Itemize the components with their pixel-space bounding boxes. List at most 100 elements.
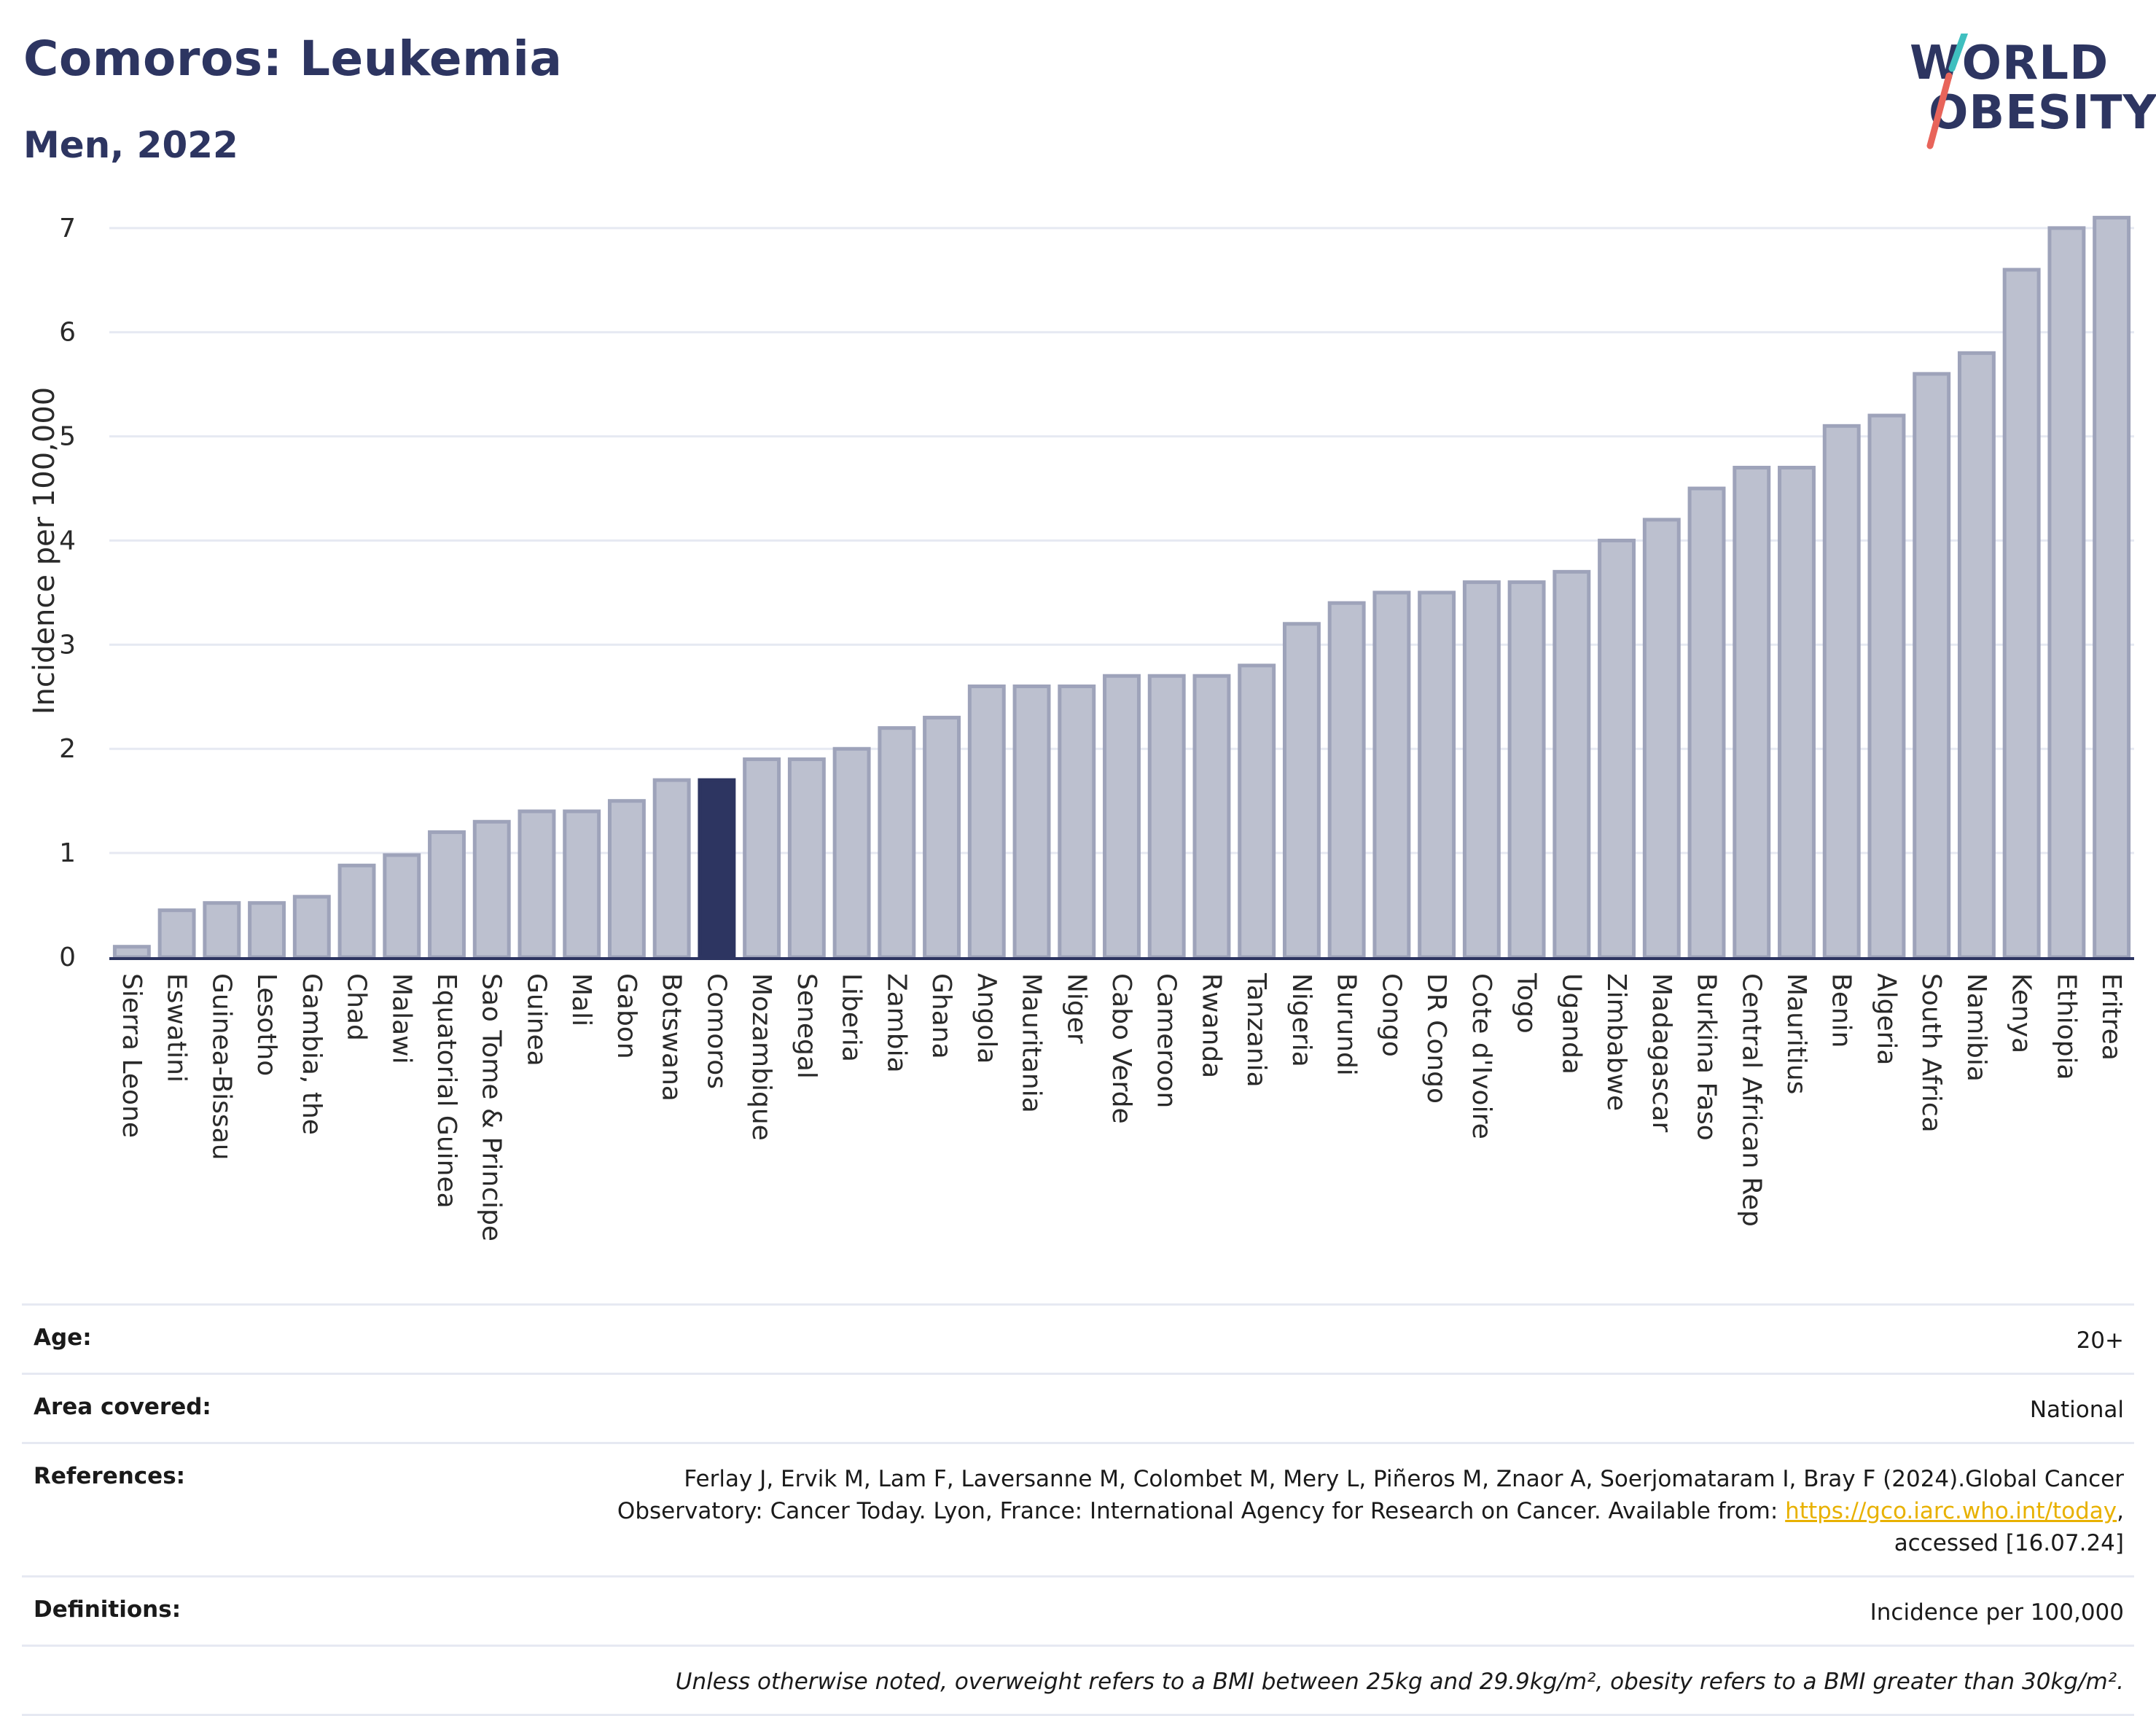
references-line3: accessed [16.07.24] xyxy=(1894,1530,2124,1556)
bar xyxy=(1418,590,1456,959)
x-tick-label: Mauritius xyxy=(1781,973,1811,1094)
bar xyxy=(1327,601,1366,959)
y-tick-label: 7 xyxy=(59,214,76,243)
x-tick-label: Madagascar xyxy=(1647,973,1676,1133)
x-tick-label: Chad xyxy=(342,973,372,1041)
y-tick-label: 2 xyxy=(59,734,76,764)
bar xyxy=(1598,538,1636,959)
x-tick-label: South Africa xyxy=(1916,973,1946,1133)
x-tick-label: Senegal xyxy=(792,973,821,1079)
chart-subtitle: Men, 2022 xyxy=(23,124,238,166)
bar xyxy=(1058,685,1096,959)
bar xyxy=(1238,663,1276,959)
x-tick-label: Guinea-Bissau xyxy=(206,973,236,1161)
y-tick-label: 5 xyxy=(59,422,76,452)
bar xyxy=(967,685,1006,959)
x-tick-label: Ethiopia xyxy=(2051,973,2081,1080)
bar-highlight xyxy=(698,778,736,959)
bar xyxy=(878,726,916,959)
x-tick-label: Uganda xyxy=(1556,973,1586,1075)
metadata-table: Age: 20+ Area covered: National Referenc… xyxy=(22,1303,2134,1716)
x-tick-label: Cabo Verde xyxy=(1106,973,1136,1124)
x-tick-label: Comoros xyxy=(701,973,731,1089)
references-value: Ferlay J, Ervik M, Lam F, Laversanne M, … xyxy=(617,1463,2124,1559)
x-tick-label: Gambia, the xyxy=(297,973,327,1135)
x-tick-label: Mozambique xyxy=(746,973,776,1141)
bar xyxy=(787,757,826,959)
bar xyxy=(652,778,691,959)
references-link[interactable]: https://gco.iarc.who.int/today xyxy=(1785,1498,2117,1524)
bar xyxy=(2047,226,2086,959)
x-tick-label: Congo xyxy=(1376,973,1406,1057)
y-tick-label: 4 xyxy=(59,526,76,555)
bar xyxy=(1867,413,1906,959)
x-tick-label: Algeria xyxy=(1871,973,1901,1066)
x-tick-label: Nigeria xyxy=(1286,973,1316,1067)
x-tick-label: Cote d'Ivoire xyxy=(1466,973,1496,1139)
area-label: Area covered: xyxy=(34,1394,211,1420)
chart-title: Comoros: Leukemia xyxy=(23,31,563,87)
bar xyxy=(1147,674,1186,959)
bar xyxy=(1733,465,1771,959)
bar xyxy=(563,809,601,959)
meta-row-references: References: Ferlay J, Ervik M, Lam F, La… xyxy=(22,1442,2134,1575)
x-tick-label: Mali xyxy=(566,973,596,1026)
meta-row-area: Area covered: National xyxy=(22,1373,2134,1442)
bar xyxy=(1282,622,1321,959)
bar xyxy=(1552,569,1591,959)
area-value: National xyxy=(2029,1397,2124,1423)
x-tick-label: Niger xyxy=(1061,973,1091,1044)
logo-slash-icon xyxy=(1926,34,1969,149)
references-line2-end: , xyxy=(2117,1498,2124,1524)
meta-row-note: Unless otherwise noted, overweight refer… xyxy=(22,1645,2134,1716)
y-tick-label: 0 xyxy=(59,943,76,972)
x-tick-label: Burundi xyxy=(1332,973,1362,1076)
bar xyxy=(248,901,286,959)
references-line2: Observatory: Cancer Today. Lyon, France:… xyxy=(617,1498,1786,1524)
x-tick-label: Angola xyxy=(972,973,1001,1064)
x-tick-label: Zimbabwe xyxy=(1601,973,1631,1111)
bar xyxy=(383,853,421,959)
bar xyxy=(1103,674,1141,959)
world-obesity-logo: WORLD OBESITY xyxy=(1902,34,2156,157)
x-tick-label: Liberia xyxy=(837,973,867,1062)
y-tick-label: 1 xyxy=(59,838,76,868)
bar xyxy=(1822,424,1861,959)
age-value: 20+ xyxy=(2076,1327,2124,1354)
bar xyxy=(1913,372,1951,959)
bar xyxy=(1642,518,1681,959)
meta-row-age: Age: 20+ xyxy=(22,1303,2134,1373)
y-axis-label: Incidence per 100,000 xyxy=(28,387,61,715)
x-tick-label: Tanzania xyxy=(1241,972,1271,1088)
x-tick-label: Burkina Faso xyxy=(1692,973,1722,1141)
meta-row-definitions: Definitions: Incidence per 100,000 xyxy=(22,1575,2134,1645)
bar xyxy=(1372,590,1411,959)
x-tick-label: Sao Tome & Principe xyxy=(477,973,507,1241)
x-tick-label: Zambia xyxy=(881,973,911,1073)
bar xyxy=(112,945,151,959)
references-line1: Ferlay J, Ervik M, Lam F, Laversanne M, … xyxy=(684,1466,2124,1492)
bar xyxy=(337,863,376,959)
references-label: References: xyxy=(34,1463,186,1489)
x-tick-label: Botswana xyxy=(657,973,687,1101)
bar xyxy=(1687,486,1726,959)
logo-line-obesity: OBESITY xyxy=(1929,86,2156,140)
age-label: Age: xyxy=(34,1325,92,1351)
x-tick-label: Namibia xyxy=(1961,973,1991,1082)
bar xyxy=(923,715,961,959)
definitions-value: Incidence per 100,000 xyxy=(1870,1599,2124,1626)
x-tick-label: Eswatini xyxy=(162,973,192,1083)
x-tick-label: Central African Rep xyxy=(1736,973,1766,1227)
bar xyxy=(1507,580,1546,959)
bar xyxy=(1462,580,1501,959)
x-tick-label: Cameroon xyxy=(1152,973,1181,1108)
x-tick-label: Ghana xyxy=(926,973,956,1059)
bar xyxy=(157,908,196,959)
y-tick-label: 6 xyxy=(59,318,76,348)
definitions-label: Definitions: xyxy=(34,1596,181,1623)
bar-chart: 0 1 2 3 4 5 6 7 Incidence per 100,000 Sierra Leon… xyxy=(28,214,2134,1241)
bar xyxy=(1012,685,1051,959)
x-tick-label: DR Congo xyxy=(1421,973,1451,1104)
bar xyxy=(472,819,511,959)
x-tick-label: Gabon xyxy=(612,973,641,1059)
